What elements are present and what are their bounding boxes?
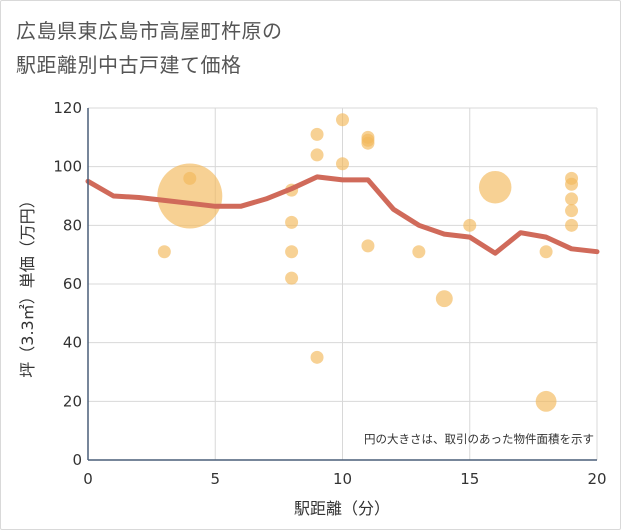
x-tick-label: 0 [83,470,93,488]
data-point [361,239,375,253]
x-axis-title: 駅距離（分） [294,499,390,518]
y-tick-label: 80 [63,216,82,234]
data-point [285,271,299,285]
data-point [310,127,324,141]
x-tick-label: 20 [587,470,606,488]
data-point [535,390,557,412]
data-point [463,218,477,232]
y-tick-label: 40 [63,334,82,352]
x-tick-label: 5 [210,470,220,488]
data-point [285,245,299,259]
data-point [539,245,553,259]
x-tick-label: 15 [460,470,479,488]
y-tick-label: 120 [53,99,82,117]
tick-labels: 0 20 40 60 80 100 120 0 5 10 15 20 [53,99,606,488]
y-tick-label: 100 [53,158,82,176]
y-axis-title: 坪（3.3㎡）単価（万円） [18,192,37,377]
data-point [183,171,197,185]
data-point [435,290,453,308]
data-point [565,177,579,191]
data-point [565,218,579,232]
data-point [361,136,375,150]
data-point [336,157,349,171]
data-point [285,215,299,229]
chart-title-line-1: 広島県東広島市高屋町杵原の [16,19,283,43]
y-tick-label: 0 [72,451,82,469]
axes [87,108,597,461]
data-point [157,245,171,259]
chart-title-line-2: 駅距離別中古戸建て価格 [16,53,242,77]
data-point [412,245,426,259]
x-tick-label: 10 [333,470,352,488]
data-point [157,163,223,229]
size-legend-note: 円の大きさは、取引のあった物件面積を示す [364,432,594,446]
data-point [336,113,349,127]
data-point [478,170,512,204]
chart-title: 広島県東広島市高屋町杵原の 駅距離別中古戸建て価格 [16,14,283,82]
trend-line-group [85,174,600,256]
y-tick-label: 60 [63,275,82,293]
data-point [310,350,324,364]
data-point [310,148,324,162]
data-point [565,204,579,218]
data-points [157,113,579,412]
trend-line [85,174,600,256]
data-point [565,192,579,206]
y-tick-label: 20 [63,392,82,410]
